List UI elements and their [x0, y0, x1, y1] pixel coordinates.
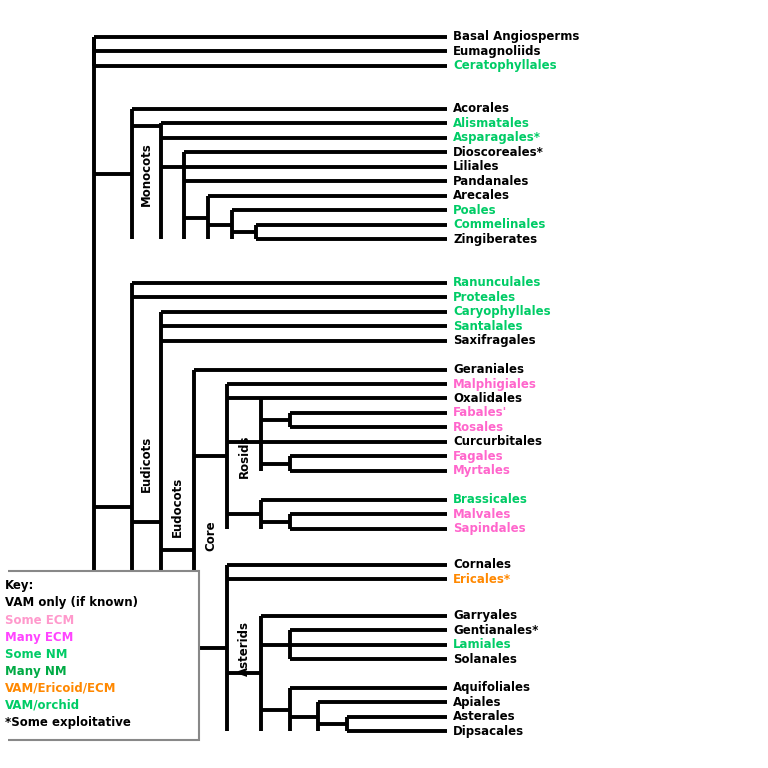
Text: Myrtales: Myrtales: [453, 465, 511, 478]
Text: VAM only (if known): VAM only (if known): [5, 597, 138, 610]
Text: Core: Core: [204, 521, 217, 551]
Text: Solanales: Solanales: [453, 653, 517, 666]
Text: Monocots: Monocots: [140, 142, 153, 206]
Text: Eumagnoliids: Eumagnoliids: [453, 45, 541, 58]
Text: *Some exploitative: *Some exploitative: [5, 716, 131, 729]
Text: Basal Angiosperms: Basal Angiosperms: [453, 30, 579, 43]
Text: Arecales: Arecales: [453, 190, 510, 202]
Text: Brassicales: Brassicales: [453, 493, 528, 506]
Text: Santalales: Santalales: [453, 319, 522, 333]
Text: Cornales: Cornales: [453, 558, 511, 571]
Text: Oxalidales: Oxalidales: [453, 392, 522, 405]
Text: Liliales: Liliales: [453, 161, 499, 174]
Text: Some NM: Some NM: [5, 647, 68, 660]
Text: Geraniales: Geraniales: [453, 363, 524, 376]
Text: Asterids: Asterids: [238, 621, 250, 676]
Text: Gentianales*: Gentianales*: [453, 624, 538, 637]
Text: Ericales*: Ericales*: [453, 573, 511, 586]
Text: VAM/Ericoid/ECM: VAM/Ericoid/ECM: [5, 682, 117, 695]
Text: Many NM: Many NM: [5, 665, 67, 678]
Text: Ranunculales: Ranunculales: [453, 276, 541, 290]
Text: Alismatales: Alismatales: [453, 117, 530, 130]
Text: Proteales: Proteales: [453, 290, 516, 303]
Text: Ceratophyllales: Ceratophyllales: [453, 59, 557, 72]
Text: Asterales: Asterales: [453, 710, 515, 723]
Text: VAM/orchid: VAM/orchid: [5, 699, 81, 712]
Text: Poales: Poales: [453, 204, 497, 217]
Text: Some ECM: Some ECM: [5, 614, 74, 627]
Text: Key:: Key:: [5, 579, 35, 592]
Text: Rosids: Rosids: [238, 435, 250, 478]
Text: Sapindales: Sapindales: [453, 522, 525, 535]
Text: Dipsacales: Dipsacales: [453, 725, 525, 738]
Text: Many ECM: Many ECM: [5, 631, 74, 644]
Text: Curcurbitales: Curcurbitales: [453, 435, 542, 449]
Text: Caryophyllales: Caryophyllales: [453, 305, 551, 318]
Text: Fagales: Fagales: [453, 450, 504, 463]
Text: Malphigiales: Malphigiales: [453, 378, 537, 390]
Text: Commelinales: Commelinales: [453, 218, 545, 231]
Text: Zingiberates: Zingiberates: [453, 233, 537, 246]
Text: Apiales: Apiales: [453, 696, 502, 709]
Text: Eudicots: Eudicots: [140, 435, 153, 492]
Text: Aquifoliales: Aquifoliales: [453, 681, 531, 694]
Text: Malvales: Malvales: [453, 508, 511, 521]
Text: Eudocots: Eudocots: [170, 477, 184, 537]
Text: Saxifragales: Saxifragales: [453, 334, 535, 347]
FancyBboxPatch shape: [0, 571, 199, 740]
Text: Lamiales: Lamiales: [453, 638, 511, 651]
Text: Rosales: Rosales: [453, 421, 504, 434]
Text: Garryales: Garryales: [453, 609, 517, 622]
Text: Fabales': Fabales': [453, 406, 508, 419]
Text: Asparagales*: Asparagales*: [453, 131, 541, 144]
Text: Pandanales: Pandanales: [453, 175, 529, 188]
Text: Dioscoreales*: Dioscoreales*: [453, 146, 544, 159]
Text: Acorales: Acorales: [453, 102, 510, 115]
